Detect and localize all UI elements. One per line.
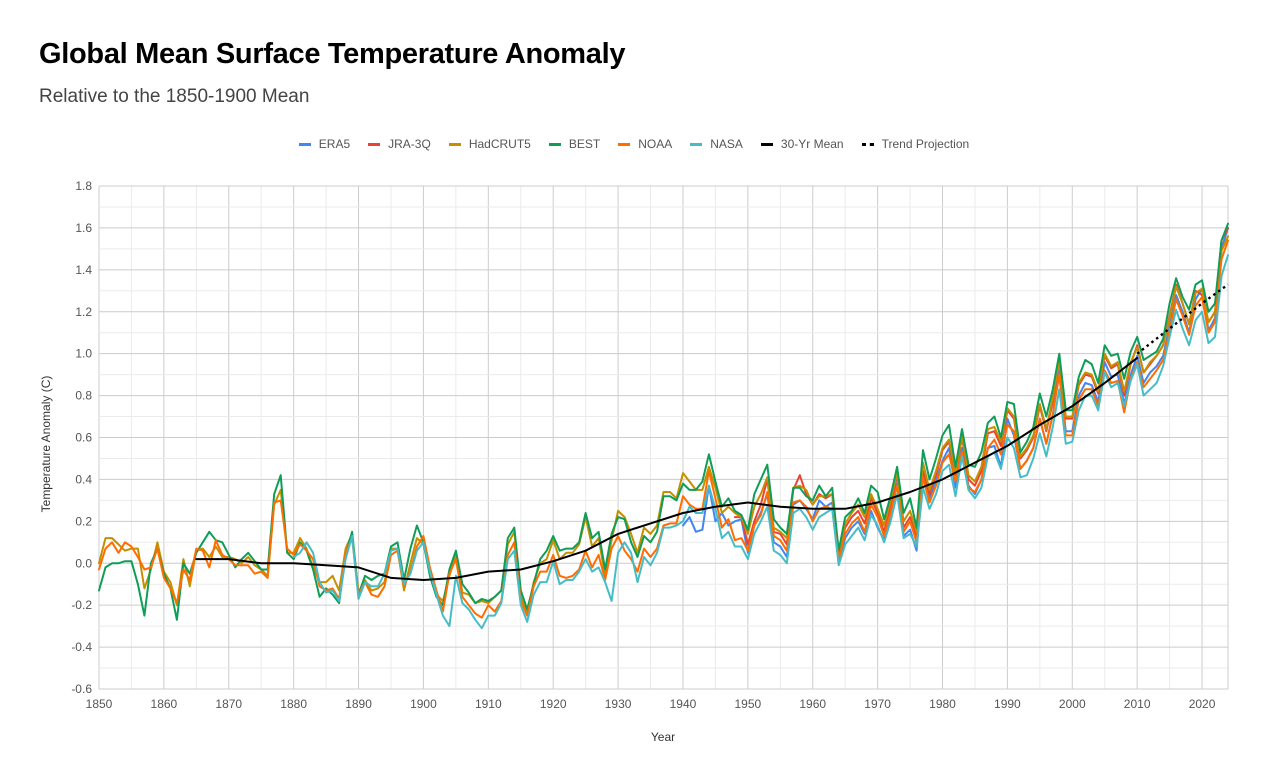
x-tick-label: 1880 (280, 697, 307, 711)
x-tick-label: 1860 (151, 697, 178, 711)
series-line-30-yr-mean (195, 356, 1139, 581)
legend-label: NASA (710, 137, 743, 152)
legend-swatch (298, 142, 311, 146)
legend-swatch (690, 142, 703, 146)
x-tick-label: 1970 (864, 697, 891, 711)
legend-label: 30-Yr Mean (780, 137, 844, 152)
chart-legend: ERA5 JRA-3Q HadCRUT5 BEST NOAA NASA 30-Yr Mean… (0, 136, 1268, 154)
x-tick-label: 2000 (1059, 697, 1086, 711)
y-tick-label: 1.4 (75, 263, 92, 277)
legend-item: Trend Projection (861, 136, 970, 152)
series-line-noaa (98, 239, 1229, 619)
x-tick-label: 2010 (1124, 697, 1151, 711)
y-axis-title: Temperature Anomaly (C) (39, 376, 53, 513)
x-tick-label: 1890 (345, 697, 372, 711)
x-tick-label: 1920 (540, 697, 567, 711)
y-tick-label: 1.6 (75, 221, 92, 235)
series-line-era5 (682, 226, 1229, 565)
y-tick-label: 1.8 (75, 179, 92, 193)
y-axis: -0.6 -0.4 -0.2 0.0 0.2 0.4 0.6 0.8 1.0 1.2 1.4 1.6 1… (71, 179, 92, 696)
legend-item: BEST (548, 136, 601, 152)
x-tick-label: 1940 (670, 697, 697, 711)
x-axis-title: Year (651, 730, 675, 744)
y-tick-label: 1.2 (75, 305, 92, 319)
y-tick-label: 0.0 (75, 556, 92, 570)
y-tick-label: -0.2 (71, 598, 92, 612)
series-line-best (98, 222, 1229, 621)
y-tick-label: 1.0 (75, 347, 92, 361)
legend-swatch (548, 142, 561, 146)
x-tick-label: 1900 (410, 697, 437, 711)
y-tick-label: 0.4 (75, 472, 92, 486)
legend-item: HadCRUT5 (448, 136, 531, 152)
y-tick-label: 0.6 (75, 431, 92, 445)
series-line-jra-3q (733, 226, 1229, 554)
x-tick-label: 1960 (799, 697, 826, 711)
x-axis: 1850 1860 1870 1880 1890 1900 1910 1920 1930 1940… (86, 697, 1216, 711)
x-tick-label: 1910 (475, 697, 502, 711)
legend-swatch (760, 142, 773, 146)
y-tick-label: -0.4 (71, 640, 92, 654)
legend-item: NOAA (618, 136, 672, 151)
legend-swatch (448, 142, 461, 146)
series-line-nasa (292, 254, 1229, 630)
legend-item: 30-Yr Mean (760, 136, 844, 152)
x-tick-label: 1980 (929, 697, 956, 711)
legend-item: JRA-3Q (368, 136, 431, 151)
chart-title: Global Mean Surface Temperature Anomaly (39, 38, 626, 70)
legend-label: ERA5 (318, 137, 351, 152)
series-line-trend-projection (1136, 283, 1229, 355)
legend-swatch (618, 142, 631, 146)
legend-item: NASA (690, 136, 743, 151)
legend-label: JRA-3Q (388, 137, 431, 152)
x-tick-label: 1950 (734, 697, 761, 711)
legend-item: ERA5 (298, 136, 351, 152)
x-tick-label: 1870 (215, 697, 242, 711)
x-tick-label: 1850 (86, 697, 113, 711)
legend-swatch (861, 142, 874, 146)
legend-label: NOAA (638, 137, 673, 152)
series-lines (98, 222, 1229, 630)
chart-grid (98, 185, 1229, 690)
x-tick-label: 2020 (1189, 697, 1216, 711)
y-tick-label: 0.8 (75, 389, 92, 403)
y-tick-label: -0.6 (71, 682, 92, 696)
x-tick-label: 1990 (994, 697, 1021, 711)
chart-subtitle: Relative to the 1850-1900 Mean (39, 86, 310, 107)
legend-swatch (368, 142, 381, 146)
x-tick-label: 1930 (605, 697, 632, 711)
legend-label: BEST (568, 137, 601, 152)
y-tick-label: 0.2 (75, 514, 92, 528)
legend-label: Trend Projection (881, 137, 970, 152)
legend-label: HadCRUT5 (468, 137, 531, 152)
